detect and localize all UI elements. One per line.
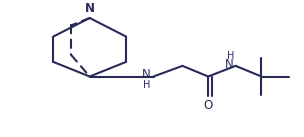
Text: N: N (142, 68, 151, 81)
Text: N: N (85, 2, 95, 15)
Text: O: O (204, 99, 213, 112)
Text: H: H (143, 80, 151, 90)
Text: H: H (227, 51, 234, 61)
Text: N: N (225, 58, 234, 71)
